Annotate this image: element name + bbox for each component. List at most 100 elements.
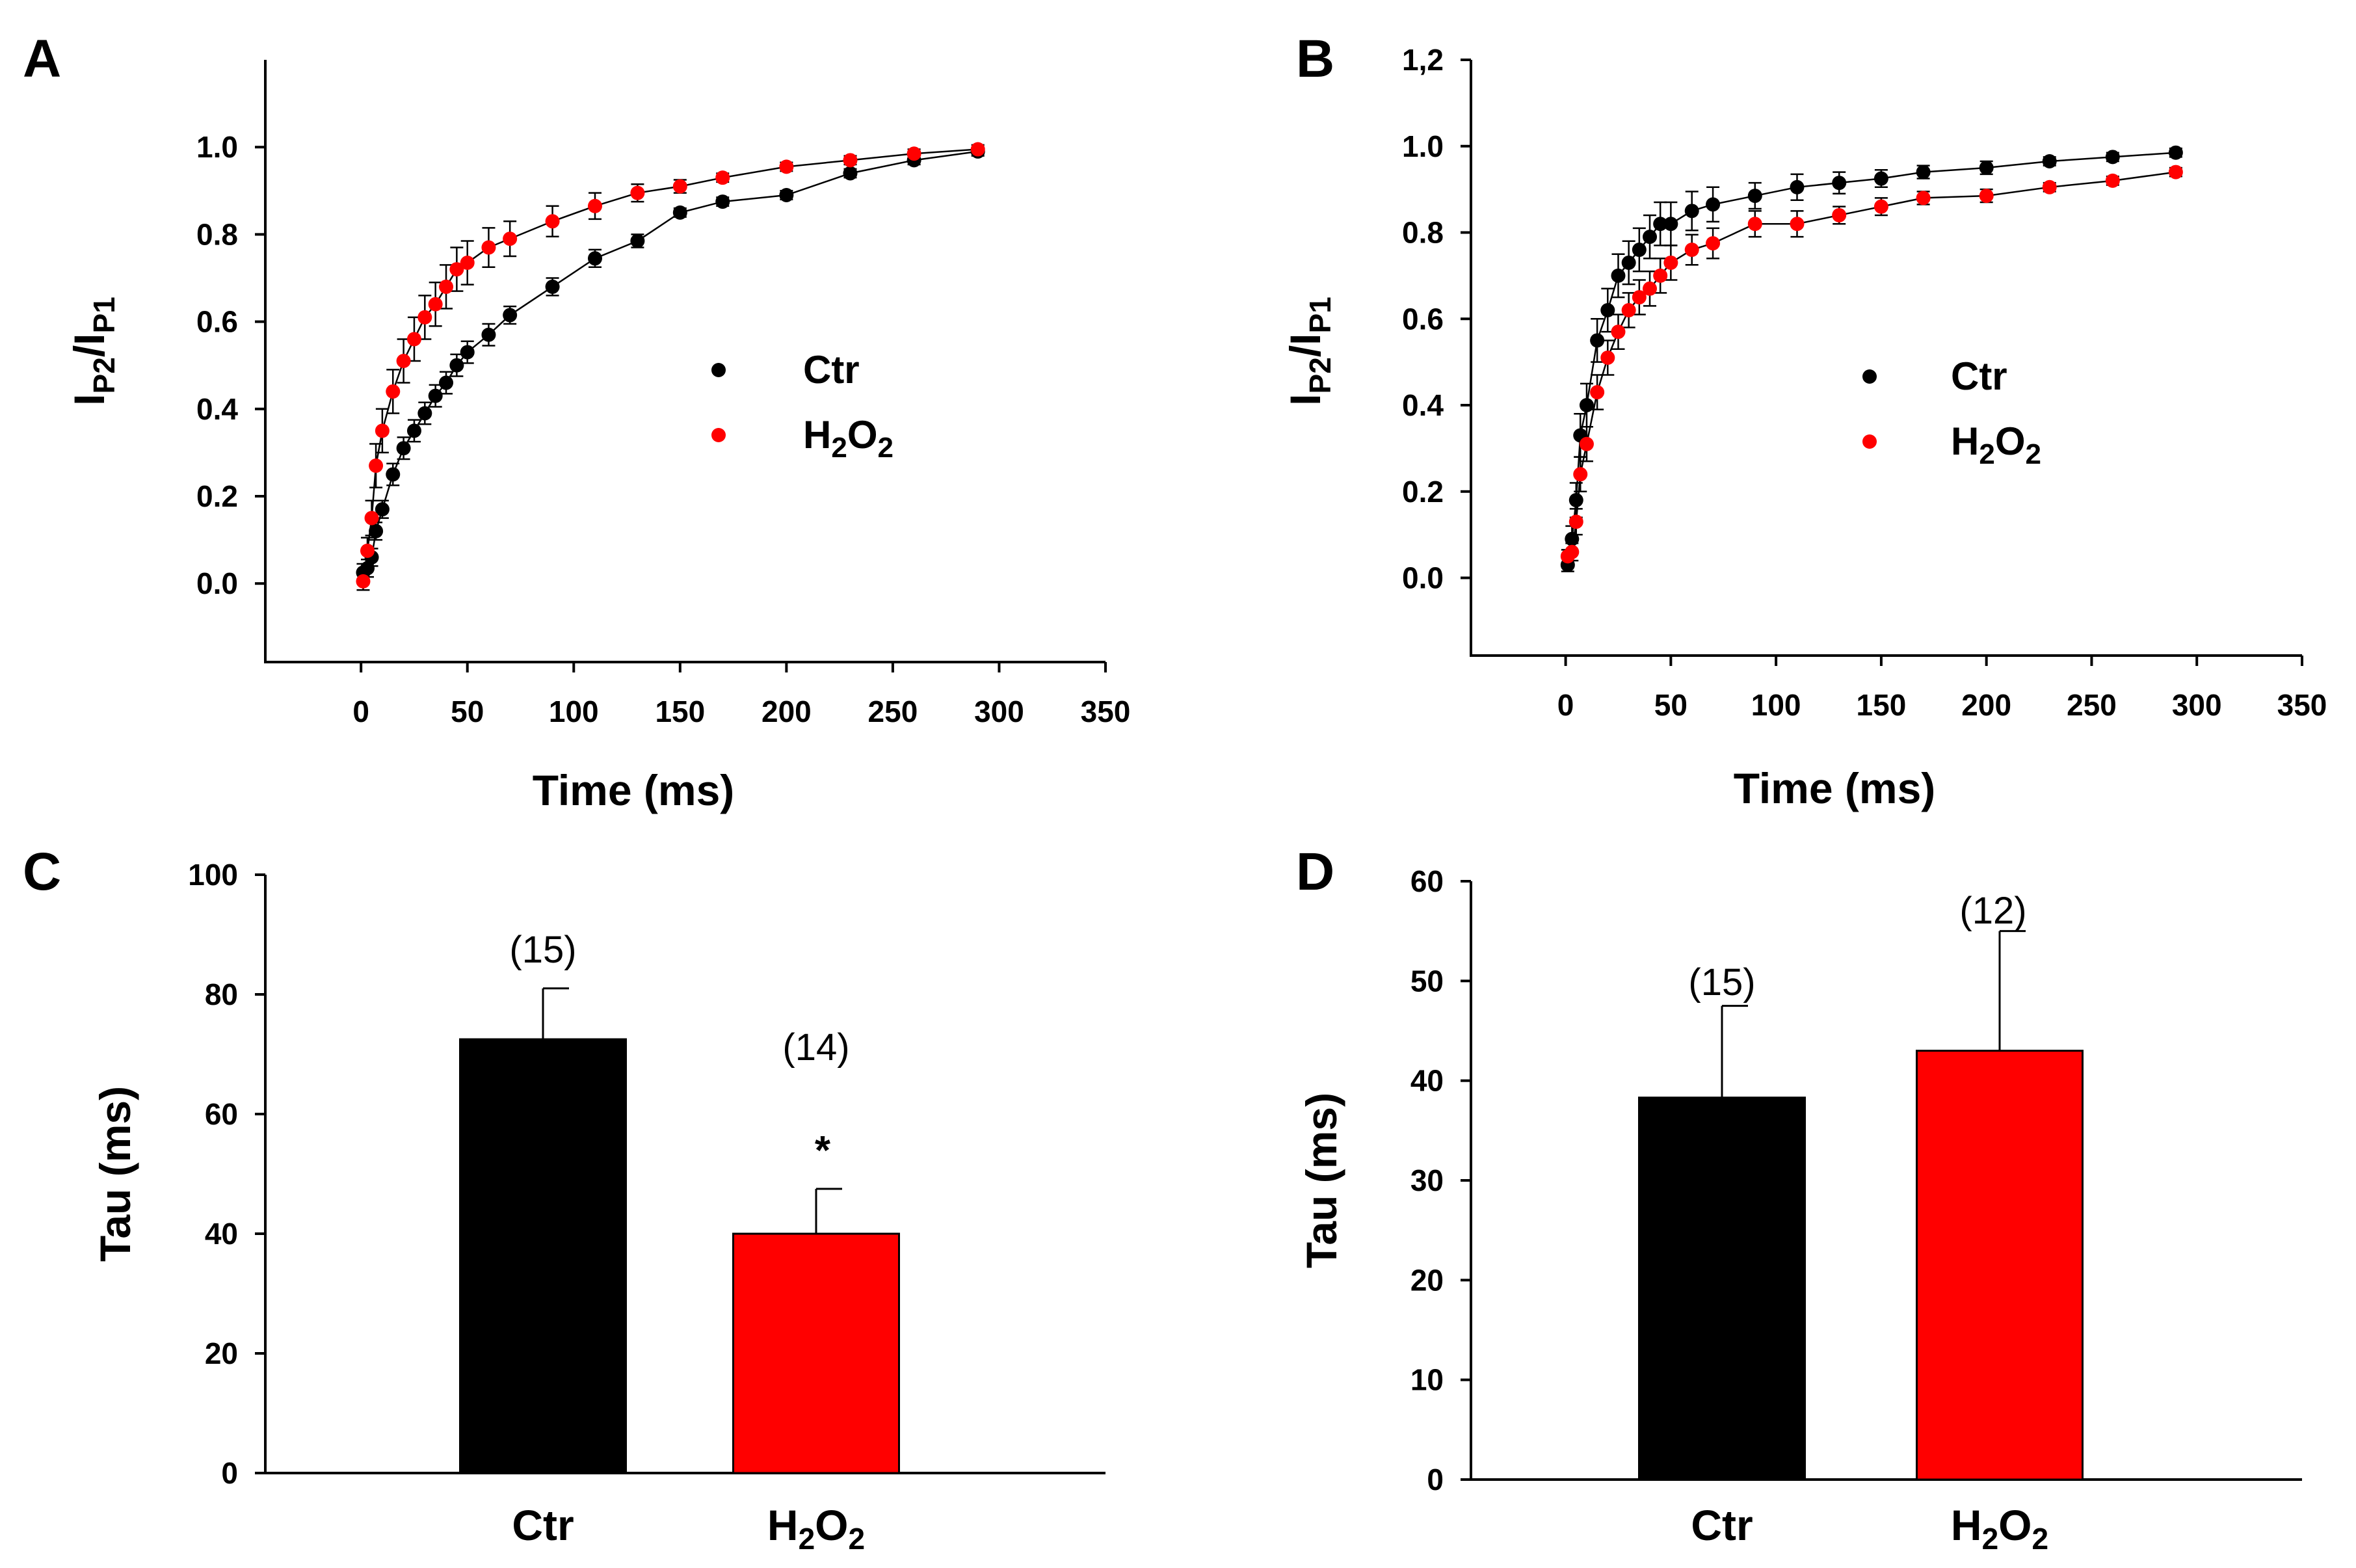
panel-a-h2o2-point: [386, 384, 401, 399]
panel-d-y-title: Tau (ms): [1297, 1093, 1345, 1268]
panel-d-y-tick-label: 30: [1410, 1163, 1444, 1197]
panel-a-y-tick-label: 1.0: [196, 130, 238, 164]
panel-a-y-title-sub2: P1: [87, 297, 121, 333]
panel-b-ctr-line: [1567, 152, 2176, 565]
panel-a-h2o2-point: [417, 310, 432, 325]
panel-b-ctr-point: [1643, 230, 1658, 245]
panel-b-x-title: Time (ms): [1734, 764, 1936, 812]
panel-b-axes: [1470, 60, 2302, 657]
panel-b-ctr-point: [1621, 255, 1636, 270]
panel-b-legend-ctr-marker: [1862, 369, 1877, 384]
panel-a-h2o2-point: [396, 354, 411, 368]
panel-b-y-tick-label: 1,2: [1402, 43, 1444, 77]
panel-b-y-title-slash: /I: [1281, 333, 1329, 357]
panel-b-h2o2-point: [1632, 290, 1647, 305]
panel-a-h2o2-point: [369, 458, 384, 473]
panel-b-x-tick-label: 300: [2172, 688, 2222, 722]
panel-b-legend-h2o2-label-subscript2: 2: [2026, 438, 2041, 470]
panel-a-legend-h2o2-label-subscript2: 2: [878, 432, 893, 464]
panel-b-ctr-point: [1663, 217, 1678, 232]
panel-d-h2o2-category-label: H2O2: [1951, 1501, 2048, 1556]
panel-c-significance-marker: *: [815, 1128, 831, 1173]
panel-b-h2o2-point: [1573, 467, 1588, 482]
panel-b-h2o2-point: [1643, 281, 1658, 296]
panel-b-legend-ctr-label: Ctr: [1951, 354, 2007, 398]
panel-a-x-tick-label: 200: [761, 695, 812, 728]
panel-d-axes: [1470, 881, 2302, 1481]
panel-a-h2o2-point: [449, 262, 464, 277]
panel-b-ctr-point: [1916, 165, 1931, 179]
panel-a-ctr-point: [460, 345, 475, 360]
panel-d-ctr-bar: [1638, 1096, 1806, 1481]
panel-c-ctr-bar: [459, 1038, 627, 1474]
panel-b-h2o2-point: [1873, 199, 1888, 214]
panel-a-h2o2-point: [672, 179, 687, 194]
panel-a-h2o2-point: [779, 159, 794, 174]
panel-b-ctr-point: [1873, 171, 1888, 186]
panel-a-ctr-point: [481, 327, 496, 342]
panel-a-x-tick-label: 100: [549, 695, 599, 728]
panel-b-ctr-point: [1653, 217, 1668, 232]
panel-a-h2o2-point: [428, 297, 443, 312]
panel-b-y-tick-label: 0.8: [1402, 216, 1444, 250]
panel-a-x-tick-label: 350: [1081, 695, 1131, 728]
panel-b-y-title-i: I: [1281, 393, 1329, 405]
panel-d-h2o2-n-label: (12): [1959, 890, 2026, 932]
panel-d-y-tick-label: 0: [1427, 1463, 1444, 1496]
panel-b-y-tick-label: 0.0: [1402, 561, 1444, 595]
panel-a-ctr-point: [386, 467, 401, 482]
panel-b-y-tick-label: 0.6: [1402, 302, 1444, 336]
panel-b-y-tick-label: 0.4: [1402, 388, 1444, 422]
panel-a-ctr-point: [843, 166, 858, 181]
panel-a-h2o2-point: [843, 153, 858, 168]
panel-b-h2o2-point: [1653, 268, 1668, 283]
panel-a-h2o2-point: [545, 214, 560, 229]
panel-b-h2o2-point: [1747, 217, 1762, 232]
panel-d-y-tick-label: 60: [1410, 864, 1444, 898]
panel-a-h2o2-point: [364, 511, 379, 525]
panel-c-h2o2-category-label-subscript2: 2: [849, 1522, 866, 1556]
panel-c-y-tick-label: 100: [188, 858, 238, 892]
panel-b-ctr-point: [2042, 153, 2057, 168]
panel-a-ctr-point: [587, 251, 602, 266]
panel-a-h2o2-point: [907, 146, 921, 161]
panel-b-h2o2-point: [2042, 179, 2057, 194]
panel-b-h2o2-point: [1790, 217, 1805, 232]
panel-b-ctr-point: [2105, 150, 2120, 165]
panel-b-y-title: IP2/IP1: [1281, 297, 1337, 406]
panel-b-h2o2-point: [1663, 255, 1678, 270]
panel-a-ctr-point: [417, 406, 432, 421]
panel-a-legend-ctr-label-part: Ctr: [803, 348, 860, 392]
panel-a-y-title: IP2/IP1: [65, 297, 121, 406]
panel-b-y-title-sub1: P2: [1303, 357, 1337, 393]
panel-a-y-title-slash: /I: [65, 333, 113, 357]
panel-b-legend-h2o2-label-part2: O: [1995, 419, 2026, 463]
panel-a-h2o2-point: [460, 256, 475, 271]
panel-a-legend-h2o2-label: H2O2: [803, 413, 893, 464]
panel-b-h2o2-point: [1684, 243, 1699, 258]
panel-a-y-tick-label: 0.4: [196, 392, 238, 426]
panel-a-h2o2-point: [715, 170, 730, 185]
panel-a-h2o2-point: [356, 574, 371, 589]
panel-a-x-tick-label: 50: [451, 695, 484, 728]
panel-c-h2o2-category-label-part2: O: [815, 1501, 848, 1549]
panel-b-label: B: [1296, 29, 1334, 88]
panel-d-y-tick-label: 40: [1410, 1064, 1444, 1098]
panel-b-x-tick-label: 150: [1857, 688, 1907, 722]
panel-c-ctr-category-label: Ctr: [512, 1501, 574, 1549]
panel-b-h2o2-point: [2168, 165, 2183, 179]
panel-b-y-title-sub2: P1: [1303, 297, 1337, 333]
panel-c-label: C: [23, 842, 61, 901]
panel-b-h2o2-point: [1600, 351, 1615, 365]
panel-c-y-tick-label: 20: [205, 1336, 238, 1370]
panel-b-y-tick-label: 1.0: [1402, 129, 1444, 163]
panel-a-legend-h2o2-label-part: H: [803, 413, 831, 457]
panel-a-h2o2-point: [587, 198, 602, 213]
panel-d-h2o2-category-label-subscript: 2: [1982, 1522, 1999, 1556]
panel-b-h2o2-point: [1590, 385, 1605, 400]
panel-b-x-tick-label: 50: [1654, 688, 1688, 722]
panel-a-h2o2-point: [375, 423, 390, 438]
panel-b-ctr-point: [1632, 243, 1647, 258]
panel-c-axes: [264, 875, 1105, 1474]
